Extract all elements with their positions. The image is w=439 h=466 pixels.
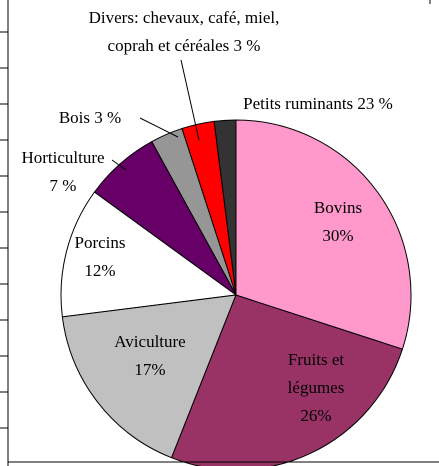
- slice-label: Bois 3 %: [40, 104, 140, 132]
- value-label: 12%: [84, 261, 116, 280]
- category-label: Fruits et légumes: [287, 350, 345, 397]
- category-label: Petits ruminants 23 %: [243, 94, 393, 113]
- slice-label: Aviculture 17%: [95, 328, 205, 384]
- slice-label: Bovins 30%: [293, 194, 383, 250]
- leader-lines: [111, 59, 200, 171]
- slice-label: Petits ruminants 23 %: [208, 90, 428, 118]
- category-label: Bois: [58, 108, 90, 127]
- pie-slice: [61, 294, 237, 459]
- value-label: 3 %: [94, 108, 122, 127]
- pie-slice: [60, 191, 238, 318]
- pie-slice: [235, 119, 412, 350]
- category-label: Horticulture: [21, 148, 105, 167]
- value-label: 17%: [134, 360, 166, 379]
- category-label: Bovins: [313, 198, 363, 217]
- pie-slice: [170, 294, 404, 466]
- value-label: 3 %: [233, 36, 261, 55]
- slice-label: Fruits et légumes 26%: [276, 346, 356, 430]
- category-label: Divers: chevaux, café, miel, coprah et c…: [88, 8, 280, 55]
- value-label: 7 %: [49, 176, 77, 195]
- value-label: 26%: [300, 406, 332, 425]
- value-label: 30%: [322, 226, 354, 245]
- category-label: Porcins: [74, 233, 126, 252]
- category-label: Aviculture: [114, 332, 186, 351]
- slice-label: Horticulture 7 %: [13, 144, 113, 200]
- slice-label: Porcins 12%: [60, 229, 140, 285]
- slice-label: Divers: chevaux, café, miel, coprah et c…: [68, 4, 300, 60]
